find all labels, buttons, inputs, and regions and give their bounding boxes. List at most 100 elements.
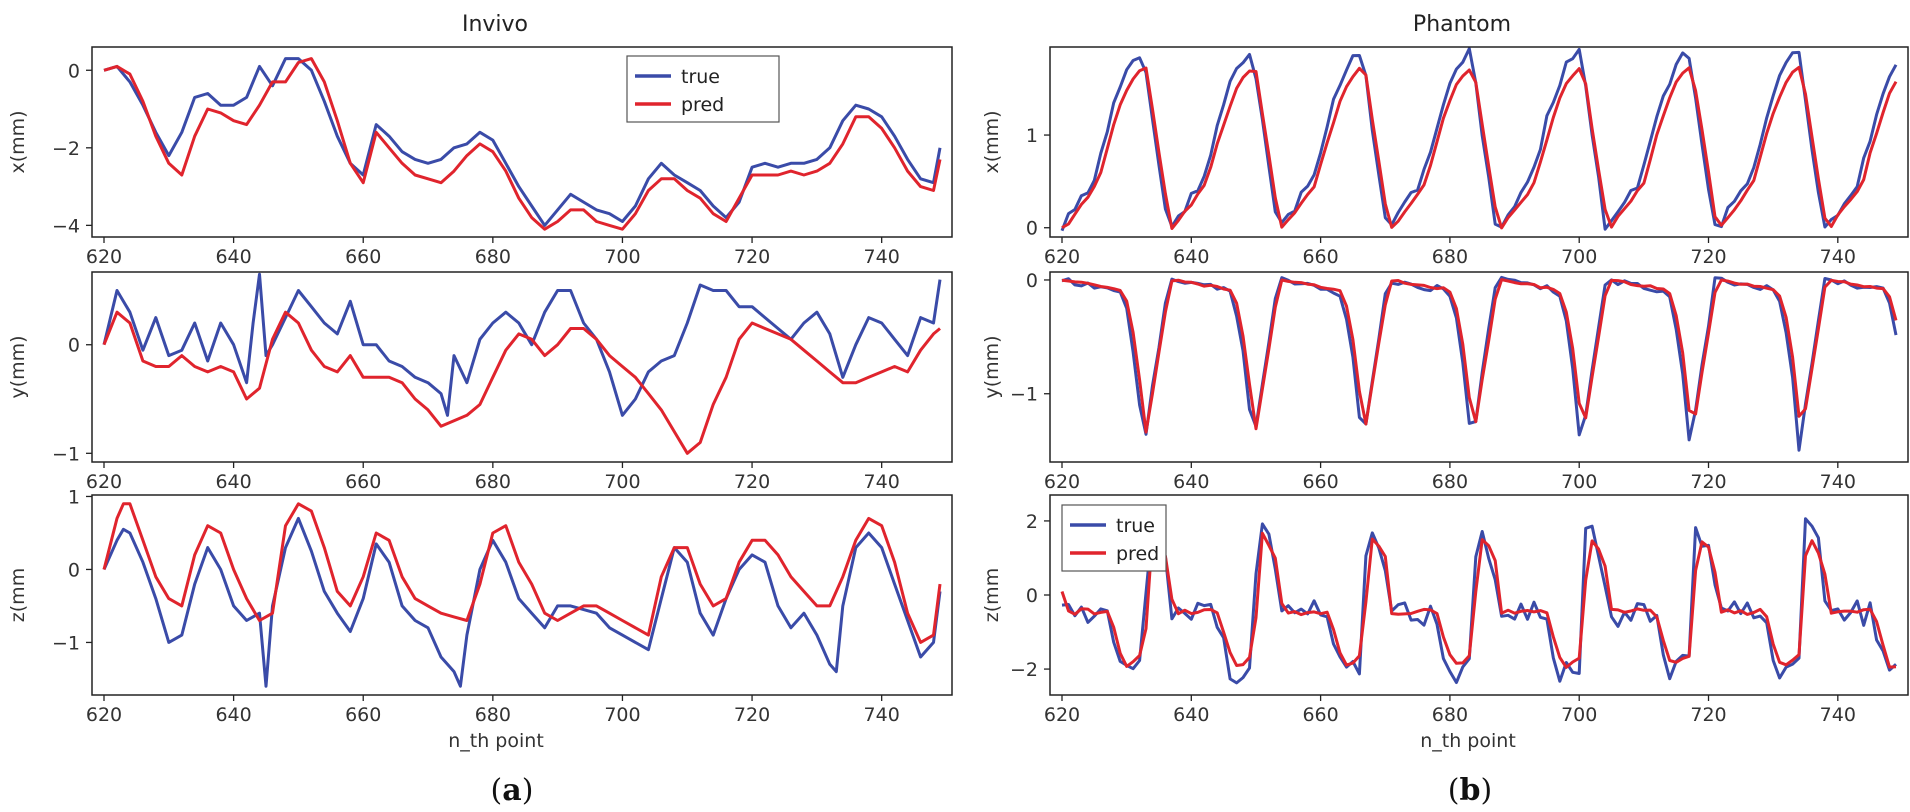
- x-tick-label: 640: [215, 471, 251, 493]
- panel-2: 620 640 660 680 700 720 740 0 −1 y(mm): [7, 271, 953, 493]
- panel-3: 620 640 660 680 700 720 740 1 0 −1 z(mm: [7, 486, 953, 726]
- x-tick-label: 620: [1044, 246, 1080, 268]
- x-tick-label: 660: [345, 246, 381, 268]
- y-tick-label: 0: [1026, 218, 1038, 240]
- legend-label-true: true: [1116, 515, 1155, 537]
- x-tick-label: 680: [475, 246, 511, 268]
- panel-5: 620 640 660 680 700 720 740 0 −1 y(mm): [981, 270, 1909, 493]
- y-tick-label: −1: [52, 443, 80, 465]
- x-tick-label: 680: [1432, 704, 1468, 726]
- x-tick-label: 740: [864, 246, 900, 268]
- y-tick-label: −1: [1010, 384, 1038, 406]
- series-pred-line: [1061, 278, 1898, 434]
- x-tick-label: 620: [86, 471, 122, 493]
- x-tick-label: 620: [86, 704, 122, 726]
- caption-a: (a): [491, 773, 534, 808]
- panel-4: 620 640 660 680 700 720 740 1 0 x(mm): [981, 46, 1909, 268]
- axes-frame: [1049, 494, 1909, 696]
- series-true-line: [1061, 275, 1898, 452]
- y-axis-label: x(mm): [981, 110, 1003, 173]
- x-tick-label: 720: [1690, 246, 1726, 268]
- invivo-xlabel: n_th point: [448, 730, 544, 752]
- x-tick-label: 680: [1432, 471, 1468, 493]
- x-tick-label: 740: [864, 704, 900, 726]
- y-axis-label: z(mm: [7, 568, 29, 622]
- legend-box: [1061, 504, 1167, 572]
- legend: true pred: [1061, 504, 1167, 572]
- x-tick-label: 680: [475, 471, 511, 493]
- axes-frame: [91, 494, 953, 696]
- series-true-line: [1060, 47, 1898, 232]
- x-tick-label: 720: [1690, 704, 1726, 726]
- panel-6: 620 640 660 680 700 720 740 2 0 −2 z(mm true pred: [981, 494, 1909, 726]
- y-tick-label: 0: [68, 335, 80, 357]
- series-true-line: [102, 516, 942, 688]
- phantom-title: Phantom: [1413, 12, 1511, 37]
- y-tick-label: −2: [1010, 659, 1038, 681]
- y-axis-label: z(mm: [981, 568, 1003, 622]
- panel-1: 620 640 660 680 700 720 740 0 −2 −4 x(mm) true pred: [7, 46, 953, 268]
- x-tick-label: 700: [604, 704, 640, 726]
- x-tick-label: 660: [1302, 246, 1338, 268]
- series-pred-line: [102, 310, 941, 455]
- x-tick-label: 700: [1561, 471, 1597, 493]
- series-true-line: [103, 57, 942, 227]
- x-tick-label: 640: [1173, 704, 1209, 726]
- x-tick-label: 740: [864, 471, 900, 493]
- x-tick-label: 660: [345, 471, 381, 493]
- series-true-line: [1061, 517, 1897, 685]
- x-tick-label: 700: [604, 246, 640, 268]
- legend: true pred: [626, 55, 780, 123]
- series-true-line: [102, 272, 942, 417]
- legend-label-true: true: [681, 66, 720, 88]
- y-tick-label: 0: [68, 559, 80, 581]
- y-tick-label: 1: [68, 486, 80, 508]
- x-tick-label: 660: [345, 704, 381, 726]
- y-axis-label: y(mm): [981, 335, 1003, 398]
- phantom-xlabel: n_th point: [1420, 730, 1516, 752]
- y-tick-label: 2: [1026, 511, 1038, 533]
- series-pred-line: [1060, 531, 1897, 669]
- x-tick-label: 620: [1044, 704, 1080, 726]
- axes-frame: [91, 46, 953, 238]
- x-tick-label: 740: [1820, 471, 1856, 493]
- x-tick-label: 740: [1820, 704, 1856, 726]
- y-tick-label: 0: [1026, 585, 1038, 607]
- x-tick-label: 680: [475, 704, 511, 726]
- x-tick-label: 680: [1432, 246, 1468, 268]
- x-tick-label: 640: [1173, 471, 1209, 493]
- invivo-title: Invivo: [462, 12, 528, 37]
- x-tick-label: 640: [215, 246, 251, 268]
- x-tick-label: 720: [734, 246, 770, 268]
- legend-label-pred: pred: [1116, 543, 1159, 565]
- caption-a-letter: a: [502, 773, 521, 808]
- x-tick-label: 720: [1690, 471, 1726, 493]
- y-axis-label: y(mm): [7, 335, 29, 398]
- x-tick-label: 660: [1302, 704, 1338, 726]
- axes-frame: [1049, 46, 1909, 238]
- x-tick-label: 720: [734, 471, 770, 493]
- y-axis-label: x(mm): [7, 110, 29, 173]
- caption-b-letter: b: [1460, 773, 1481, 808]
- y-tick-label: −1: [52, 632, 80, 654]
- x-tick-label: 700: [604, 471, 640, 493]
- y-tick-label: −4: [52, 215, 80, 237]
- axes-frame: [1049, 271, 1909, 463]
- x-tick-label: 720: [734, 704, 770, 726]
- y-tick-label: 0: [68, 60, 80, 82]
- x-tick-label: 620: [86, 246, 122, 268]
- y-tick-label: 1: [1026, 125, 1038, 147]
- legend-box: [626, 55, 780, 123]
- legend-label-pred: pred: [681, 94, 724, 116]
- y-tick-label: −2: [52, 138, 80, 160]
- x-tick-label: 620: [1044, 471, 1080, 493]
- x-tick-label: 700: [1561, 246, 1597, 268]
- y-tick-label: 0: [1026, 270, 1038, 292]
- caption-b: (b): [1448, 773, 1492, 808]
- x-tick-label: 740: [1820, 246, 1856, 268]
- series-pred-line: [1061, 65, 1898, 230]
- x-tick-label: 640: [215, 704, 251, 726]
- series-pred-line: [103, 57, 942, 231]
- axes-frame: [91, 271, 953, 463]
